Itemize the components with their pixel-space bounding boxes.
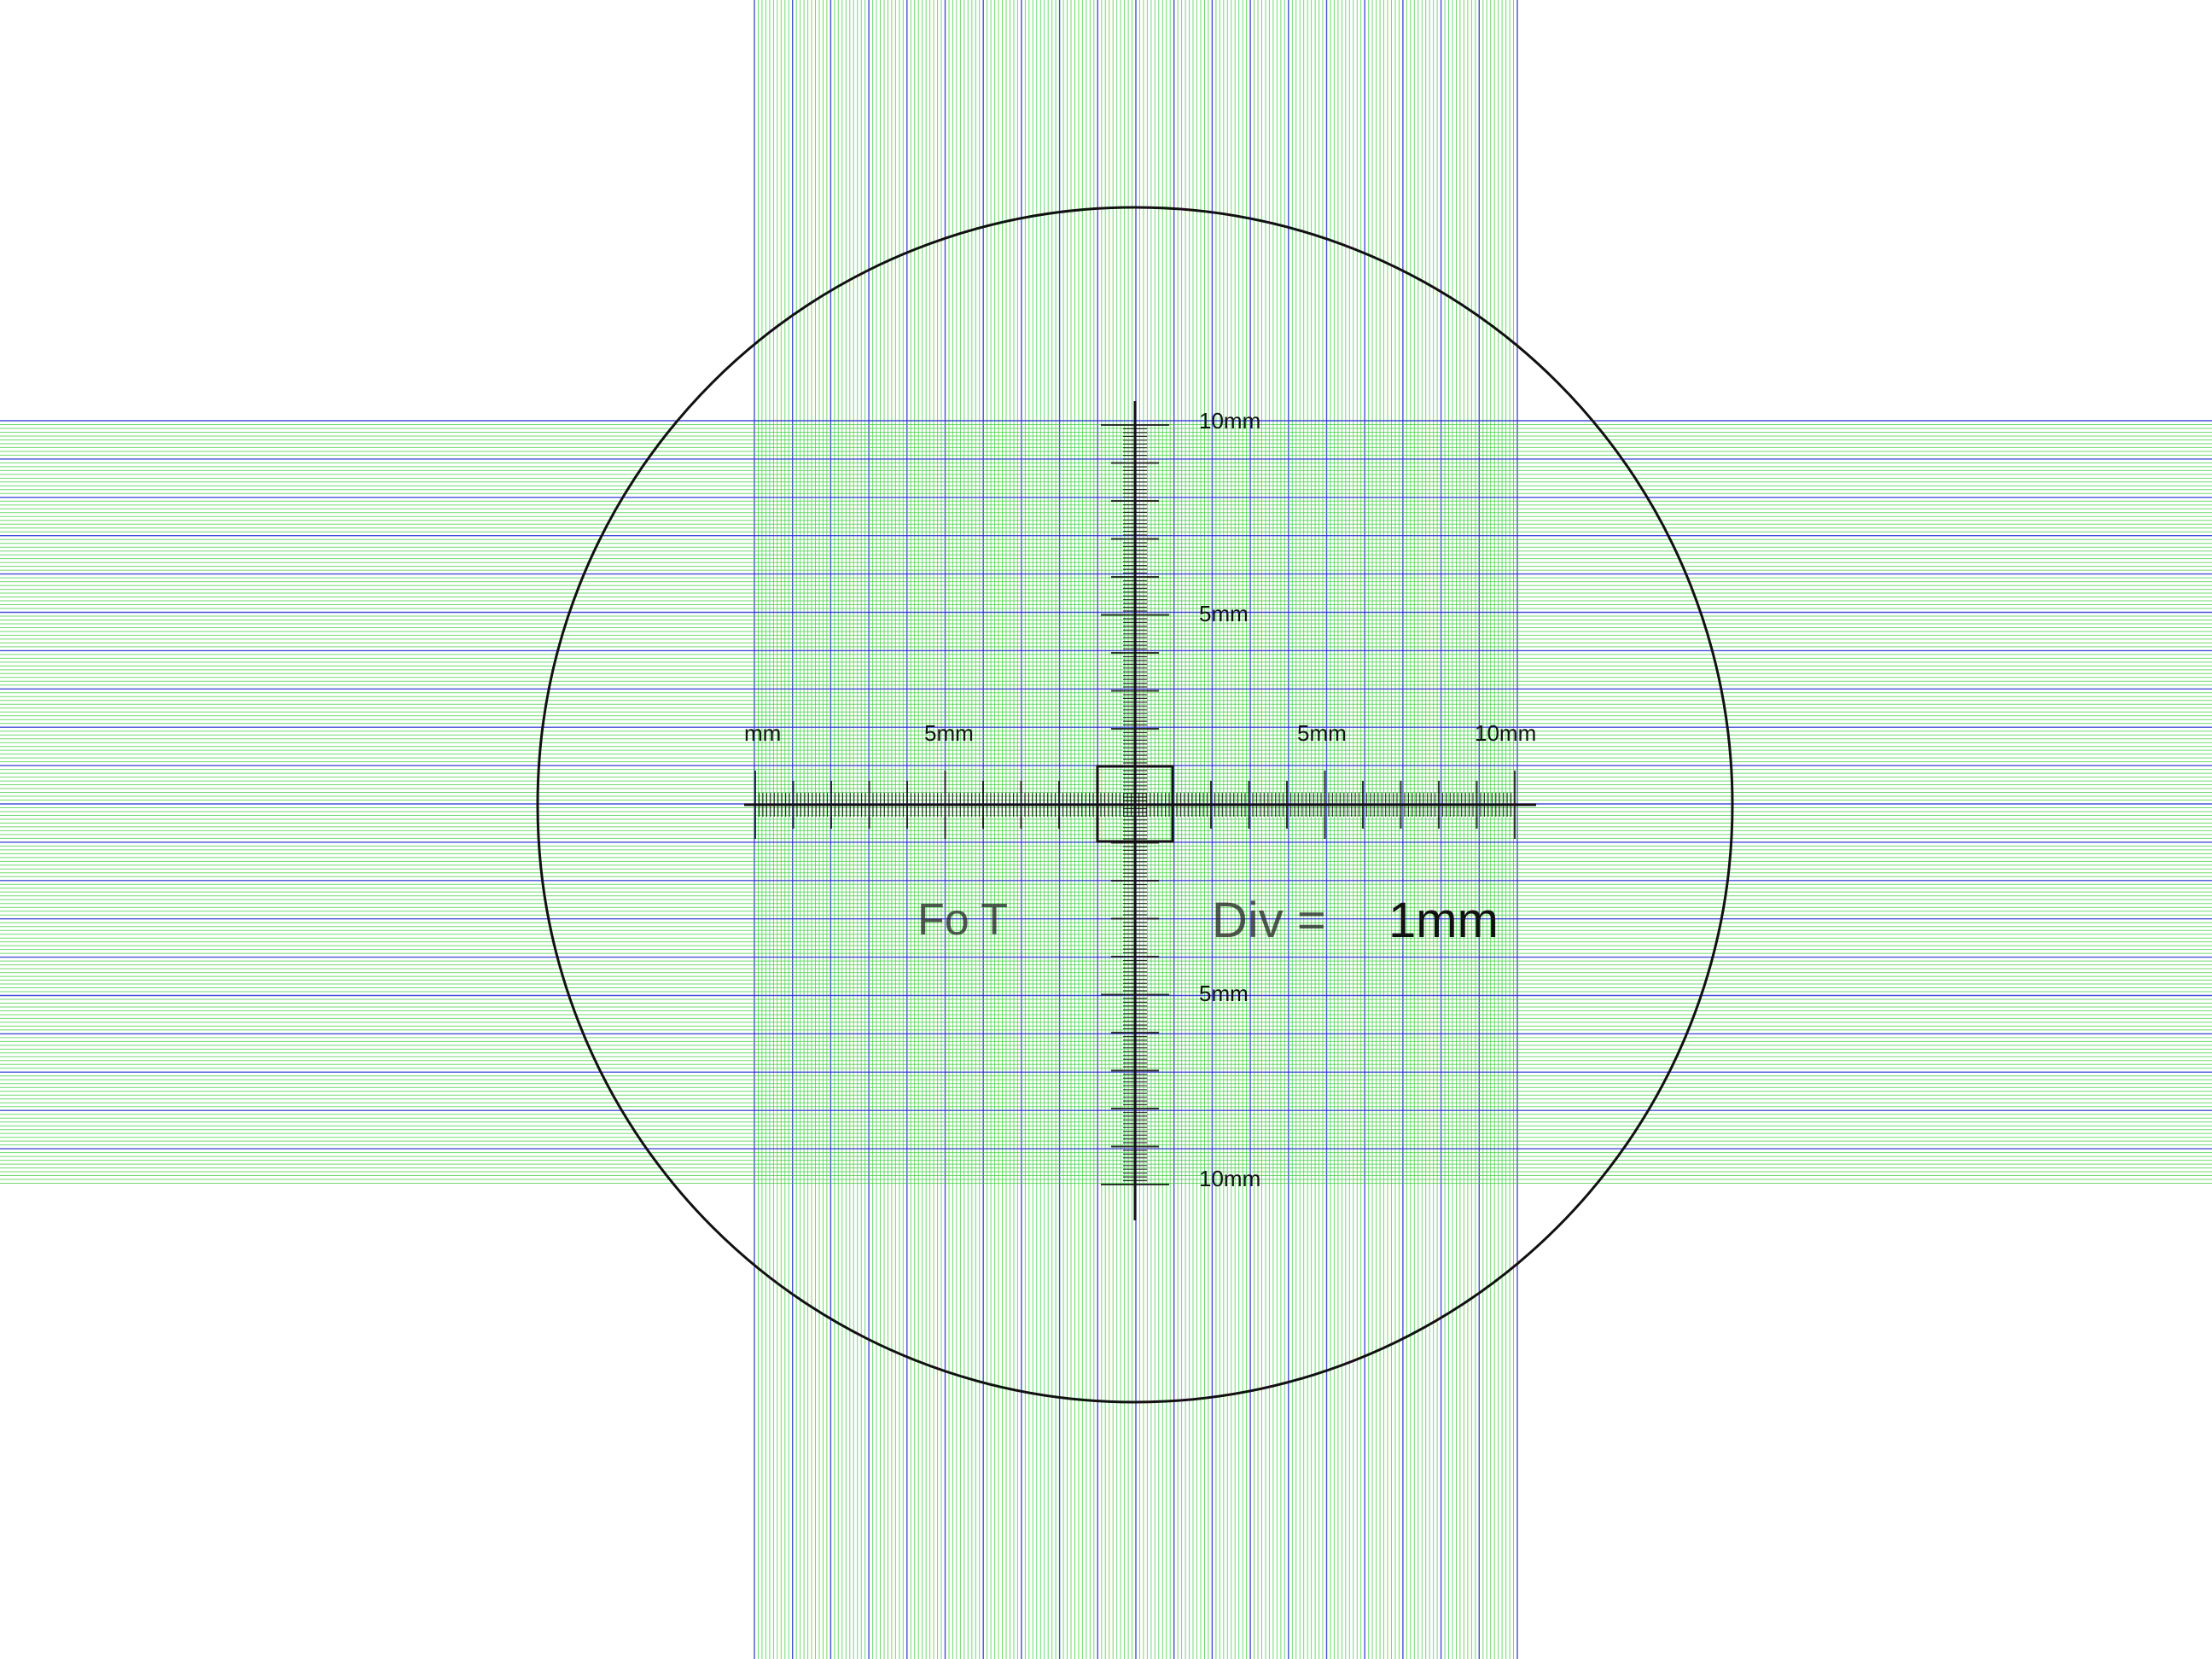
caption-left-fragment: Fo T (917, 895, 1008, 945)
x-label-left-5: 5mm (924, 720, 974, 746)
x-label-right-10: 10mm (1475, 720, 1536, 746)
vertical-grid-band (754, 0, 1518, 1659)
y-label-bottom-10: 10mm (1199, 1166, 1260, 1191)
field-of-view-circle (536, 206, 1734, 1404)
y-label-top-5: 5mm (1199, 601, 1249, 626)
y-label-top-10: 10mm (1199, 408, 1260, 434)
x-label-left-10: mm (744, 720, 781, 746)
vertical-ticks (1101, 424, 1169, 1185)
horizontal-grid-band (0, 420, 2212, 1184)
caption-division-fragment: Div = (1212, 893, 1326, 948)
x-label-right-5: 5mm (1297, 720, 1347, 746)
horizontal-ticks (754, 771, 1516, 839)
y-label-bottom-5: 5mm (1199, 981, 1249, 1006)
caption-division-value: 1mm (1388, 893, 1499, 948)
